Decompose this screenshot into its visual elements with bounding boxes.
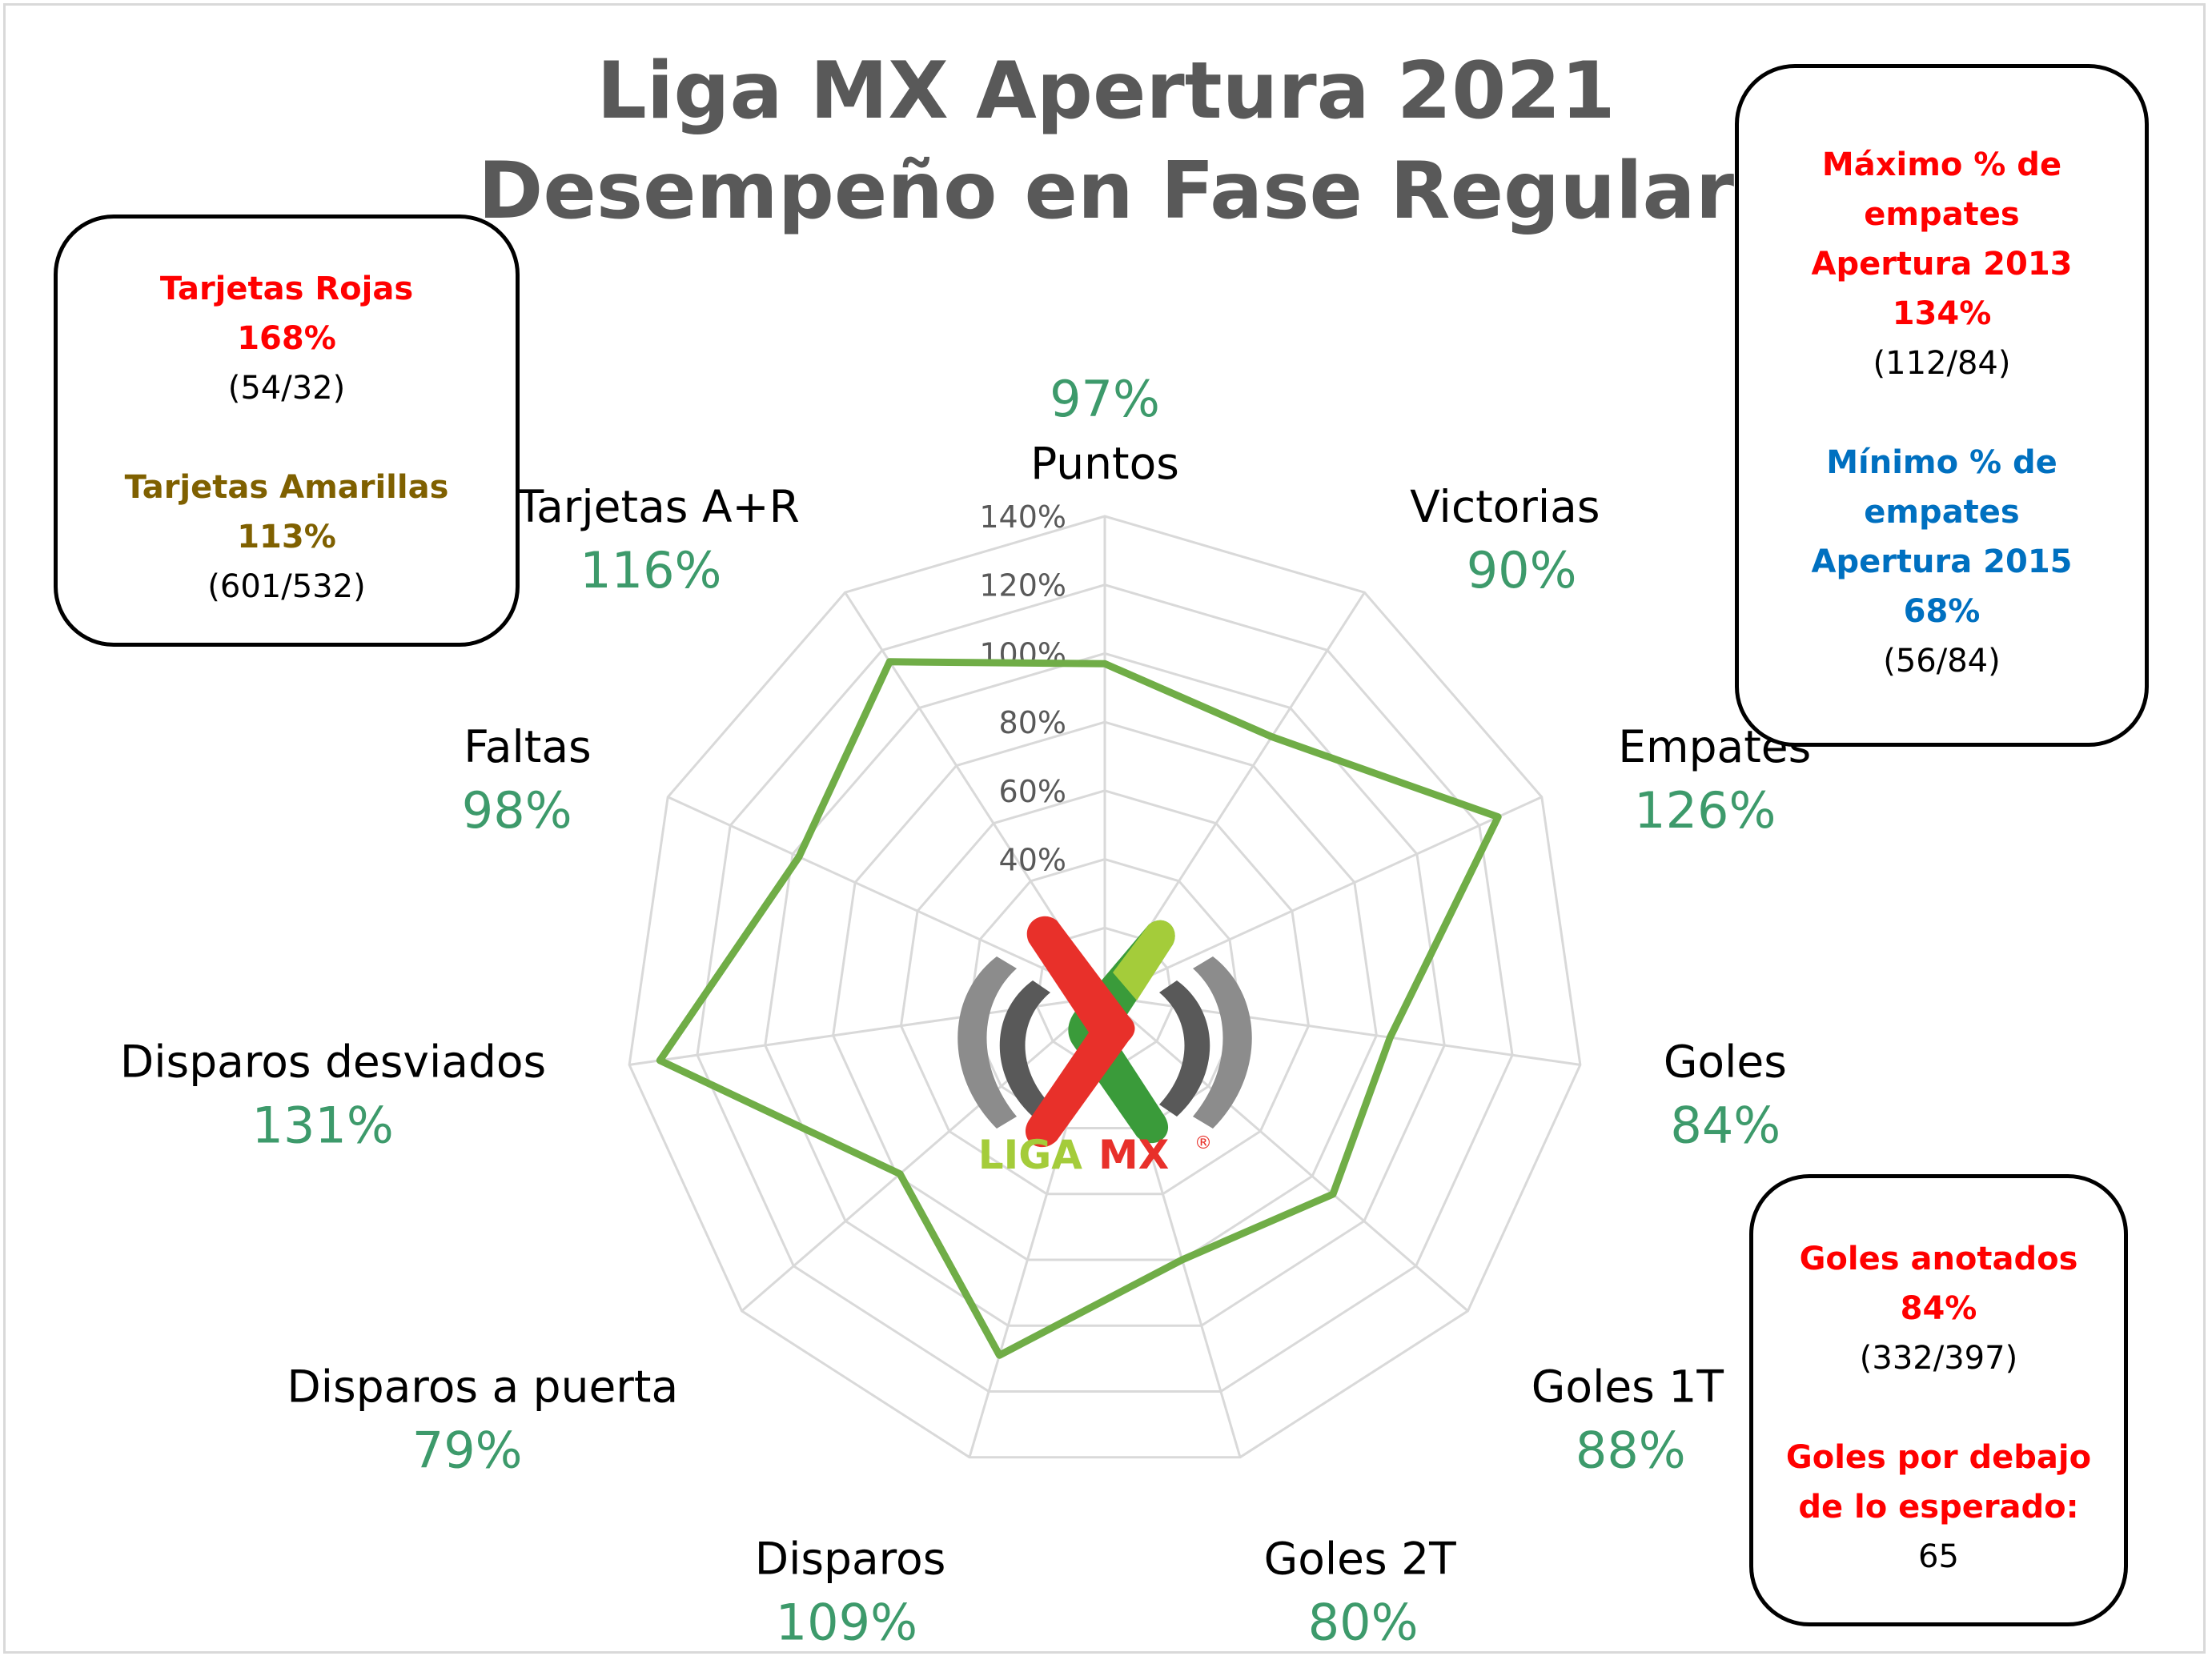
red-cards-label: Tarjetas Rojas — [159, 271, 414, 307]
goals-scored-label: Goles anotados — [1799, 1241, 2078, 1277]
grid-spoke — [667, 796, 1106, 998]
grid-ring-60 — [899, 789, 1311, 1196]
logo-left-gray-outer-arc — [957, 956, 1017, 1129]
r-tick-label: 40% — [999, 843, 1066, 878]
logo-red-chevron — [1025, 916, 1135, 1148]
value-label: 80% — [1308, 1593, 1419, 1651]
value-label: 98% — [462, 781, 572, 840]
min-draws-pct: 68% — [1903, 593, 1981, 630]
grid-ring-120 — [696, 583, 1514, 1393]
logo-green-tip — [1113, 920, 1175, 1000]
radar-series — [656, 658, 1502, 1359]
grid-spoke — [741, 995, 1106, 1313]
max-draws-pct: 134% — [1892, 295, 1992, 332]
r-tick-label: 60% — [999, 774, 1066, 809]
goals-info-box: Goles anotados 84% (332/397) Goles por d… — [1749, 1174, 2128, 1626]
series-point — [1178, 1256, 1186, 1263]
category-label: Faltas — [464, 721, 592, 772]
value-label: 90% — [1467, 541, 1577, 599]
series-point — [897, 1170, 904, 1177]
series-point — [1387, 1034, 1394, 1041]
logo-left-gray-inner-arc — [999, 980, 1050, 1117]
logo-text-mx: MX — [1098, 1132, 1169, 1178]
grid-spoke — [1104, 995, 1469, 1313]
series-point — [1102, 660, 1108, 668]
chart-frame — [3, 3, 2206, 1654]
yellow-cards-pct: 113% — [237, 519, 336, 555]
category-label: Tarjetas A+R — [516, 481, 800, 532]
liga-mx-logo: LIGA MX ® — [957, 916, 1252, 1178]
series-point — [886, 658, 893, 665]
value-label: 79% — [412, 1421, 523, 1480]
max-draws-line3: Apertura 2013 — [1811, 246, 2073, 283]
cards-info-box: Tarjetas Rojas 168% (54/32) Tarjetas Ama… — [54, 215, 520, 647]
chart-title-line1: Liga MX Apertura 2021 — [596, 46, 1616, 137]
min-draws-line1: Mínimo % de — [1826, 444, 2057, 481]
series-point — [795, 853, 802, 860]
category-label: Goles — [1664, 1036, 1787, 1087]
category-label: Disparos — [755, 1533, 946, 1584]
r-tick-label: 80% — [999, 705, 1066, 740]
radar-tick-labels: 40%60%80%100%120%140% — [979, 499, 1066, 878]
min-draws-line3: Apertura 2015 — [1811, 543, 2073, 580]
series-line — [656, 658, 1502, 1359]
series-point — [656, 1057, 664, 1064]
series-point — [1330, 1190, 1337, 1197]
value-label: 97% — [1050, 370, 1160, 428]
chart-title-line2: Desempeño en Fase Regular — [477, 146, 1735, 237]
max-draws-line2: empates — [1864, 196, 2020, 233]
logo-text-liga: LIGA — [978, 1132, 1083, 1178]
yellow-cards-ratio: (601/532) — [207, 568, 366, 605]
logo-right-gray-outer-arc — [1193, 956, 1252, 1129]
max-draws-ratio: (112/84) — [1873, 345, 2011, 382]
radar-axis-labels: Puntos97%Victorias90%Empates126%Goles84%… — [120, 370, 1811, 1651]
series-point — [1268, 733, 1275, 740]
value-label: 84% — [1670, 1096, 1780, 1154]
logo-right-gray-inner-arc — [1159, 980, 1210, 1117]
goals-below-line1: Goles por debajo — [1785, 1439, 2092, 1476]
category-label: Disparos desviados — [120, 1036, 546, 1087]
series-point — [996, 1352, 1003, 1359]
grid-ring-80 — [832, 720, 1378, 1261]
category-label: Puntos — [1030, 438, 1179, 489]
value-label: 126% — [1634, 781, 1776, 840]
goals-scored-pct: 84% — [1900, 1290, 1977, 1327]
category-label: Goles 1T — [1532, 1361, 1724, 1413]
value-label: 88% — [1576, 1421, 1686, 1480]
draws-info-box: Máximo % de empates Apertura 2013 134% (… — [1735, 64, 2149, 747]
value-label: 109% — [776, 1593, 917, 1651]
series-point — [1495, 813, 1502, 820]
goals-below-line2: de lo esperado: — [1798, 1489, 2079, 1526]
grid-ring-40 — [967, 858, 1242, 1129]
category-label: Goles 2T — [1264, 1533, 1457, 1584]
red-cards-pct: 168% — [237, 320, 336, 357]
goals-scored-ratio: (332/397) — [1859, 1340, 2018, 1377]
yellow-cards-label: Tarjetas Amarillas — [124, 469, 449, 506]
grid-spoke — [1104, 796, 1543, 998]
category-label: Victorias — [1410, 481, 1600, 532]
max-draws-line1: Máximo % de — [1821, 146, 2062, 183]
value-label: 131% — [252, 1096, 394, 1154]
r-tick-label: 120% — [979, 568, 1066, 603]
red-cards-ratio: (54/32) — [227, 370, 346, 407]
logo-registered-mark: ® — [1194, 1133, 1212, 1153]
value-label: 116% — [580, 541, 721, 599]
min-draws-line2: empates — [1864, 494, 2020, 531]
r-tick-label: 140% — [979, 499, 1066, 535]
goals-below-value: 65 — [1918, 1538, 1959, 1575]
category-label: Disparos a puerta — [287, 1361, 678, 1413]
min-draws-ratio: (56/84) — [1883, 643, 2001, 680]
grid-ring-140 — [628, 515, 1582, 1459]
